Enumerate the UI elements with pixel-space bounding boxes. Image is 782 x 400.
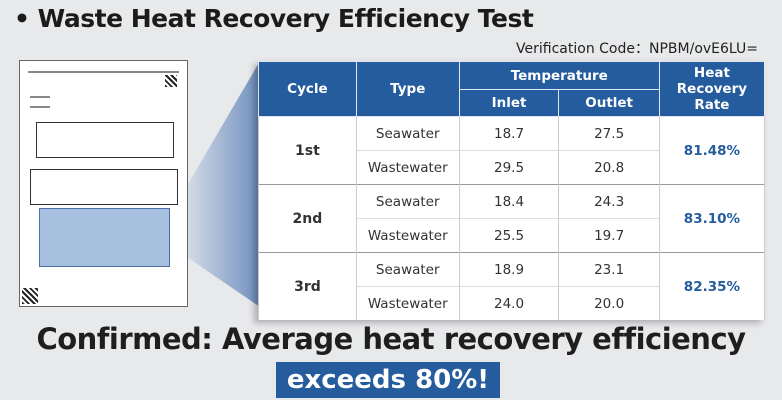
table-row: Wastewater 29.5 20.8 (259, 150, 765, 185)
type-cell: Seawater (355, 252, 460, 287)
rate-cell: 81.48% (658, 116, 766, 185)
zoom-beam (188, 61, 260, 307)
cycle-cell: 2nd (258, 184, 357, 253)
type-cell: Wastewater (355, 150, 460, 185)
page-title: • Waste Heat Recovery Efficiency Test (14, 4, 534, 33)
outlet-cell: 23.1 (558, 252, 660, 287)
verification-code: Verification Code：NPBM/ovE6LU= (516, 41, 758, 57)
cycle-cell: 3rd (258, 252, 357, 320)
conclusion-text: Confirmed: Average heat recovery efficie… (36, 322, 746, 356)
highlight-banner: exceeds 80%! (276, 362, 500, 398)
inlet-cell: 18.4 (458, 184, 560, 219)
type-cell: Wastewater (355, 286, 460, 320)
type-cell: Wastewater (355, 218, 460, 253)
header-inlet: Inlet (458, 89, 560, 117)
outlet-cell: 20.8 (558, 150, 660, 185)
test-report-thumbnail (19, 60, 188, 307)
rate-cell: 82.35% (658, 252, 766, 320)
table-row: Wastewater 24.0 20.0 (259, 286, 765, 320)
results-table: Cycle Type Temperature Heat Recovery Rat… (258, 61, 766, 320)
table-row: 2nd Seawater 18.4 24.3 83.10% (258, 184, 766, 253)
type-cell: Seawater (355, 116, 460, 151)
outlet-cell: 24.3 (558, 184, 660, 219)
table-row: 1st Seawater 18.7 27.5 81.48% (258, 116, 766, 185)
inlet-cell: 25.5 (458, 218, 560, 253)
inlet-cell: 18.7 (458, 116, 560, 151)
inlet-cell: 18.9 (458, 252, 560, 287)
table-row: Wastewater 25.5 19.7 (259, 218, 765, 253)
rate-cell: 83.10% (658, 184, 766, 253)
cycle-cell: 1st (258, 116, 357, 185)
table-row: 3rd Seawater 18.9 23.1 82.35% (258, 252, 766, 320)
inlet-cell: 24.0 (458, 286, 560, 320)
outlet-cell: 20.0 (558, 286, 660, 320)
outlet-cell: 27.5 (558, 116, 660, 151)
header-type: Type (355, 61, 460, 117)
header-temperature: Temperature (458, 61, 660, 90)
header-rate: Heat Recovery Rate (658, 61, 766, 117)
type-cell: Seawater (355, 184, 460, 219)
inlet-cell: 29.5 (458, 150, 560, 185)
header-cycle: Cycle (258, 61, 357, 117)
outlet-cell: 19.7 (558, 218, 660, 253)
header-outlet: Outlet (558, 89, 660, 117)
